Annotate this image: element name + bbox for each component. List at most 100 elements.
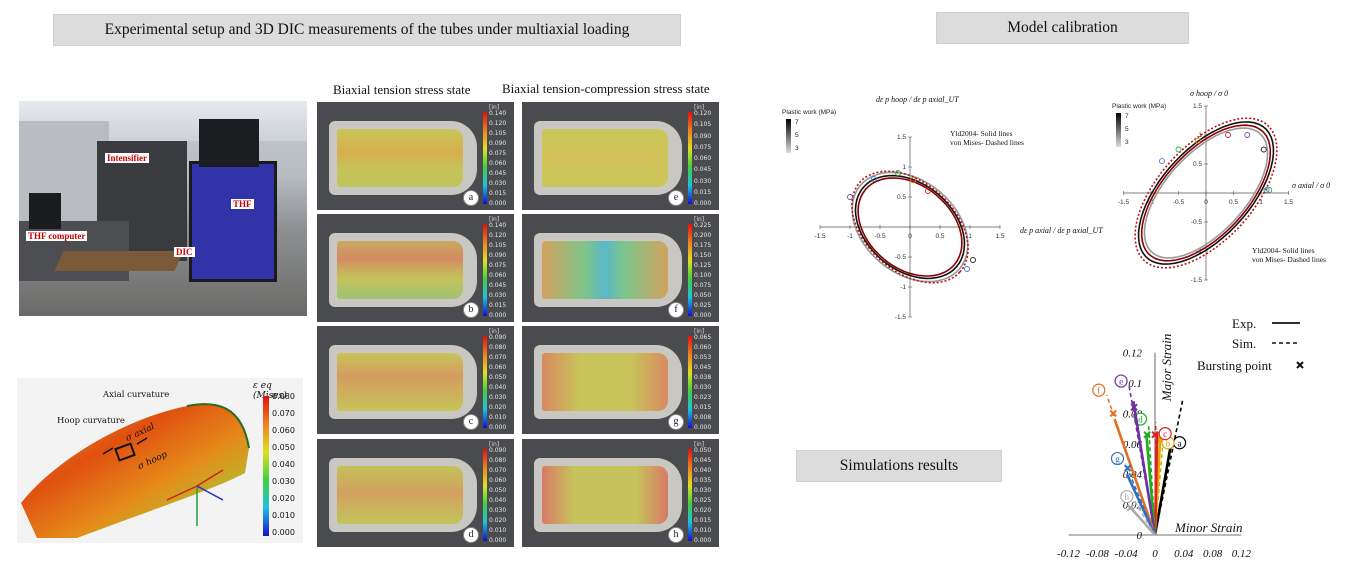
burst-point-g [1123, 464, 1132, 472]
x-tick-label: -0.5 [874, 233, 886, 240]
flow-direction-chart: -1.5 -1 -0.5 0 0.5 1 1.5 1.5 1 0.5 -0.5 -1 -1.5 Plast… [782, 95, 1103, 321]
calibration-header: Model calibration [936, 12, 1189, 44]
contour-tick: 0.000 [272, 528, 295, 537]
colorbar-tick: 0.090 [489, 140, 507, 147]
axial-curvature-label: Axial curvature [103, 390, 170, 400]
biaxial-tension-title: Biaxial tension stress state [333, 82, 471, 97]
strain-field [337, 241, 463, 299]
annotation-line: von Mises- Dashed lines [950, 138, 1024, 147]
simulations-header-text: Simulations results [839, 457, 959, 474]
tube-specimen [329, 233, 477, 307]
simulations-header: Simulations results [796, 450, 1002, 482]
legend-value: 5 [795, 132, 799, 139]
legend-value: 5 [1125, 126, 1129, 133]
strain-field [337, 129, 463, 187]
panel-label-c: c [463, 414, 479, 430]
contour-tick: 0.050 [272, 443, 295, 452]
colorbar-tick: 0.080 [489, 457, 507, 464]
contour-tick: 0.030 [272, 477, 295, 486]
contour-tick: 0.080 [272, 392, 295, 401]
colorbar [688, 449, 692, 541]
x-tick-label: -1 [1148, 199, 1154, 206]
colorbar-tick: 0.225 [694, 222, 712, 229]
photo-label-thf: THF [231, 199, 254, 209]
sim-path-g [1124, 463, 1156, 536]
tube-specimen [329, 458, 477, 532]
colorbar-tick: 0.125 [694, 262, 712, 269]
x-tick-label: -1.5 [814, 233, 826, 240]
annotation-line: Yld2004- Solid lines [950, 129, 1013, 138]
series-curve-3 [1143, 127, 1269, 259]
y-tick-label: 1.5 [1193, 103, 1202, 110]
dic-panel-c: [in] 0.090 0.080 0.070 0.060 0.050 0.040 0.030 0… [317, 326, 514, 434]
series-label-g: g [1115, 454, 1120, 464]
colorbar-tick: 0.035 [694, 477, 712, 484]
legend-value: 7 [1125, 113, 1129, 120]
colorbar-tick: 0.200 [694, 232, 712, 239]
x-axis-label: dε p axial / dε p axial_UT [1020, 226, 1103, 235]
colorbar-tick: 0.105 [694, 121, 712, 129]
sim-path-f [1106, 394, 1156, 536]
colorbar-tick: 0.015 [489, 190, 507, 197]
x-tick-label: -1 [847, 233, 853, 240]
annotation-line: von Mises- Dashed lines [1252, 255, 1326, 264]
colorbar [688, 336, 692, 428]
colorbar-tick: 0.030 [489, 507, 507, 514]
series-curve-2 [1140, 124, 1272, 262]
data-marker [895, 170, 901, 176]
colorbar-tick: 0.060 [489, 272, 507, 279]
colorbar-tick: 0.045 [694, 364, 712, 371]
strain-field [337, 353, 463, 411]
series-curve-1 [1137, 121, 1275, 265]
dic-panel-d: [in] 0.090 0.080 0.070 0.060 0.050 0.040 0.030 0… [317, 439, 514, 547]
series-label-e: e [1119, 377, 1123, 387]
colorbar-tick: 0.060 [694, 155, 712, 162]
exp-path-h [1129, 506, 1156, 536]
contour-tick: 0.010 [272, 511, 295, 520]
y-tick-label: 0.12 [1123, 348, 1143, 360]
colorbar-tick: 0.175 [694, 242, 712, 249]
colorbar-tick: 0.060 [489, 364, 507, 371]
y-tick-label: 1 [902, 164, 906, 171]
data-marker [1194, 137, 1201, 144]
colorbar [483, 112, 487, 204]
curvature-contour-panel: Axial curvature Hoop curvature σ axial σ… [17, 378, 303, 543]
experimental-header-text: Experimental setup and 3D DIC measuremen… [104, 21, 630, 38]
legend-value: 3 [795, 145, 799, 152]
series-curve-3 [851, 171, 969, 283]
colorbar-tick: 0.025 [694, 497, 712, 504]
strain-field [542, 129, 668, 187]
panel-label-a: a [463, 190, 479, 206]
data-marker [1260, 146, 1267, 153]
colorbar-tick: 0.000 [489, 200, 507, 207]
stress-element [102, 437, 148, 462]
tube-specimen [329, 121, 477, 195]
strain-path-chart: -0.12 -0.08 -0.04 0 0.04 0.08 0.120.120.10.080… [1057, 316, 1304, 560]
colorbar-tick: 0.030 [489, 180, 507, 187]
colorbar-tick: 0.075 [694, 282, 712, 289]
series-label-c: c [1163, 429, 1167, 439]
yield-surface-chart: -1.5 -1 -0.5 0 0.5 1 1.51.510.5-0.5-1-1.5Plast… [1112, 89, 1330, 284]
burst-point-f [1109, 409, 1117, 418]
colorbar-unit: [in] [694, 216, 705, 223]
x-tick-label: 0.5 [1229, 199, 1238, 206]
y-tick-label: 0.1 [1128, 378, 1142, 390]
dic-panel-h: [in] 0.050 0.045 0.040 0.035 0.030 0.025 0.020 0… [522, 439, 719, 547]
x-tick-label: 1.5 [1284, 199, 1293, 206]
colorbar-tick: 0.090 [694, 132, 712, 140]
colorbar [688, 224, 692, 316]
colorbar-tick: 0.075 [489, 262, 507, 269]
dic-panel-e: [in] 0.120 0.105 0.090 0.075 0.060 0.045 0.030 0… [522, 102, 719, 210]
colorbar-tick: 0.045 [694, 166, 712, 174]
colorbar-tick: 0.050 [489, 487, 507, 494]
colorbar-unit: [in] [489, 328, 500, 335]
axis-blue [196, 485, 224, 501]
tube-specimen [534, 345, 682, 419]
colorbar-tick: 0.030 [694, 487, 712, 494]
series-label-a: a [1178, 438, 1182, 448]
legend-sim: Sim. [1232, 336, 1256, 351]
colorbar-tick: 0.010 [489, 527, 507, 534]
y-tick-label: 1 [1198, 132, 1202, 139]
y-tick-label: -1.5 [895, 314, 907, 321]
data-marker [910, 177, 916, 184]
